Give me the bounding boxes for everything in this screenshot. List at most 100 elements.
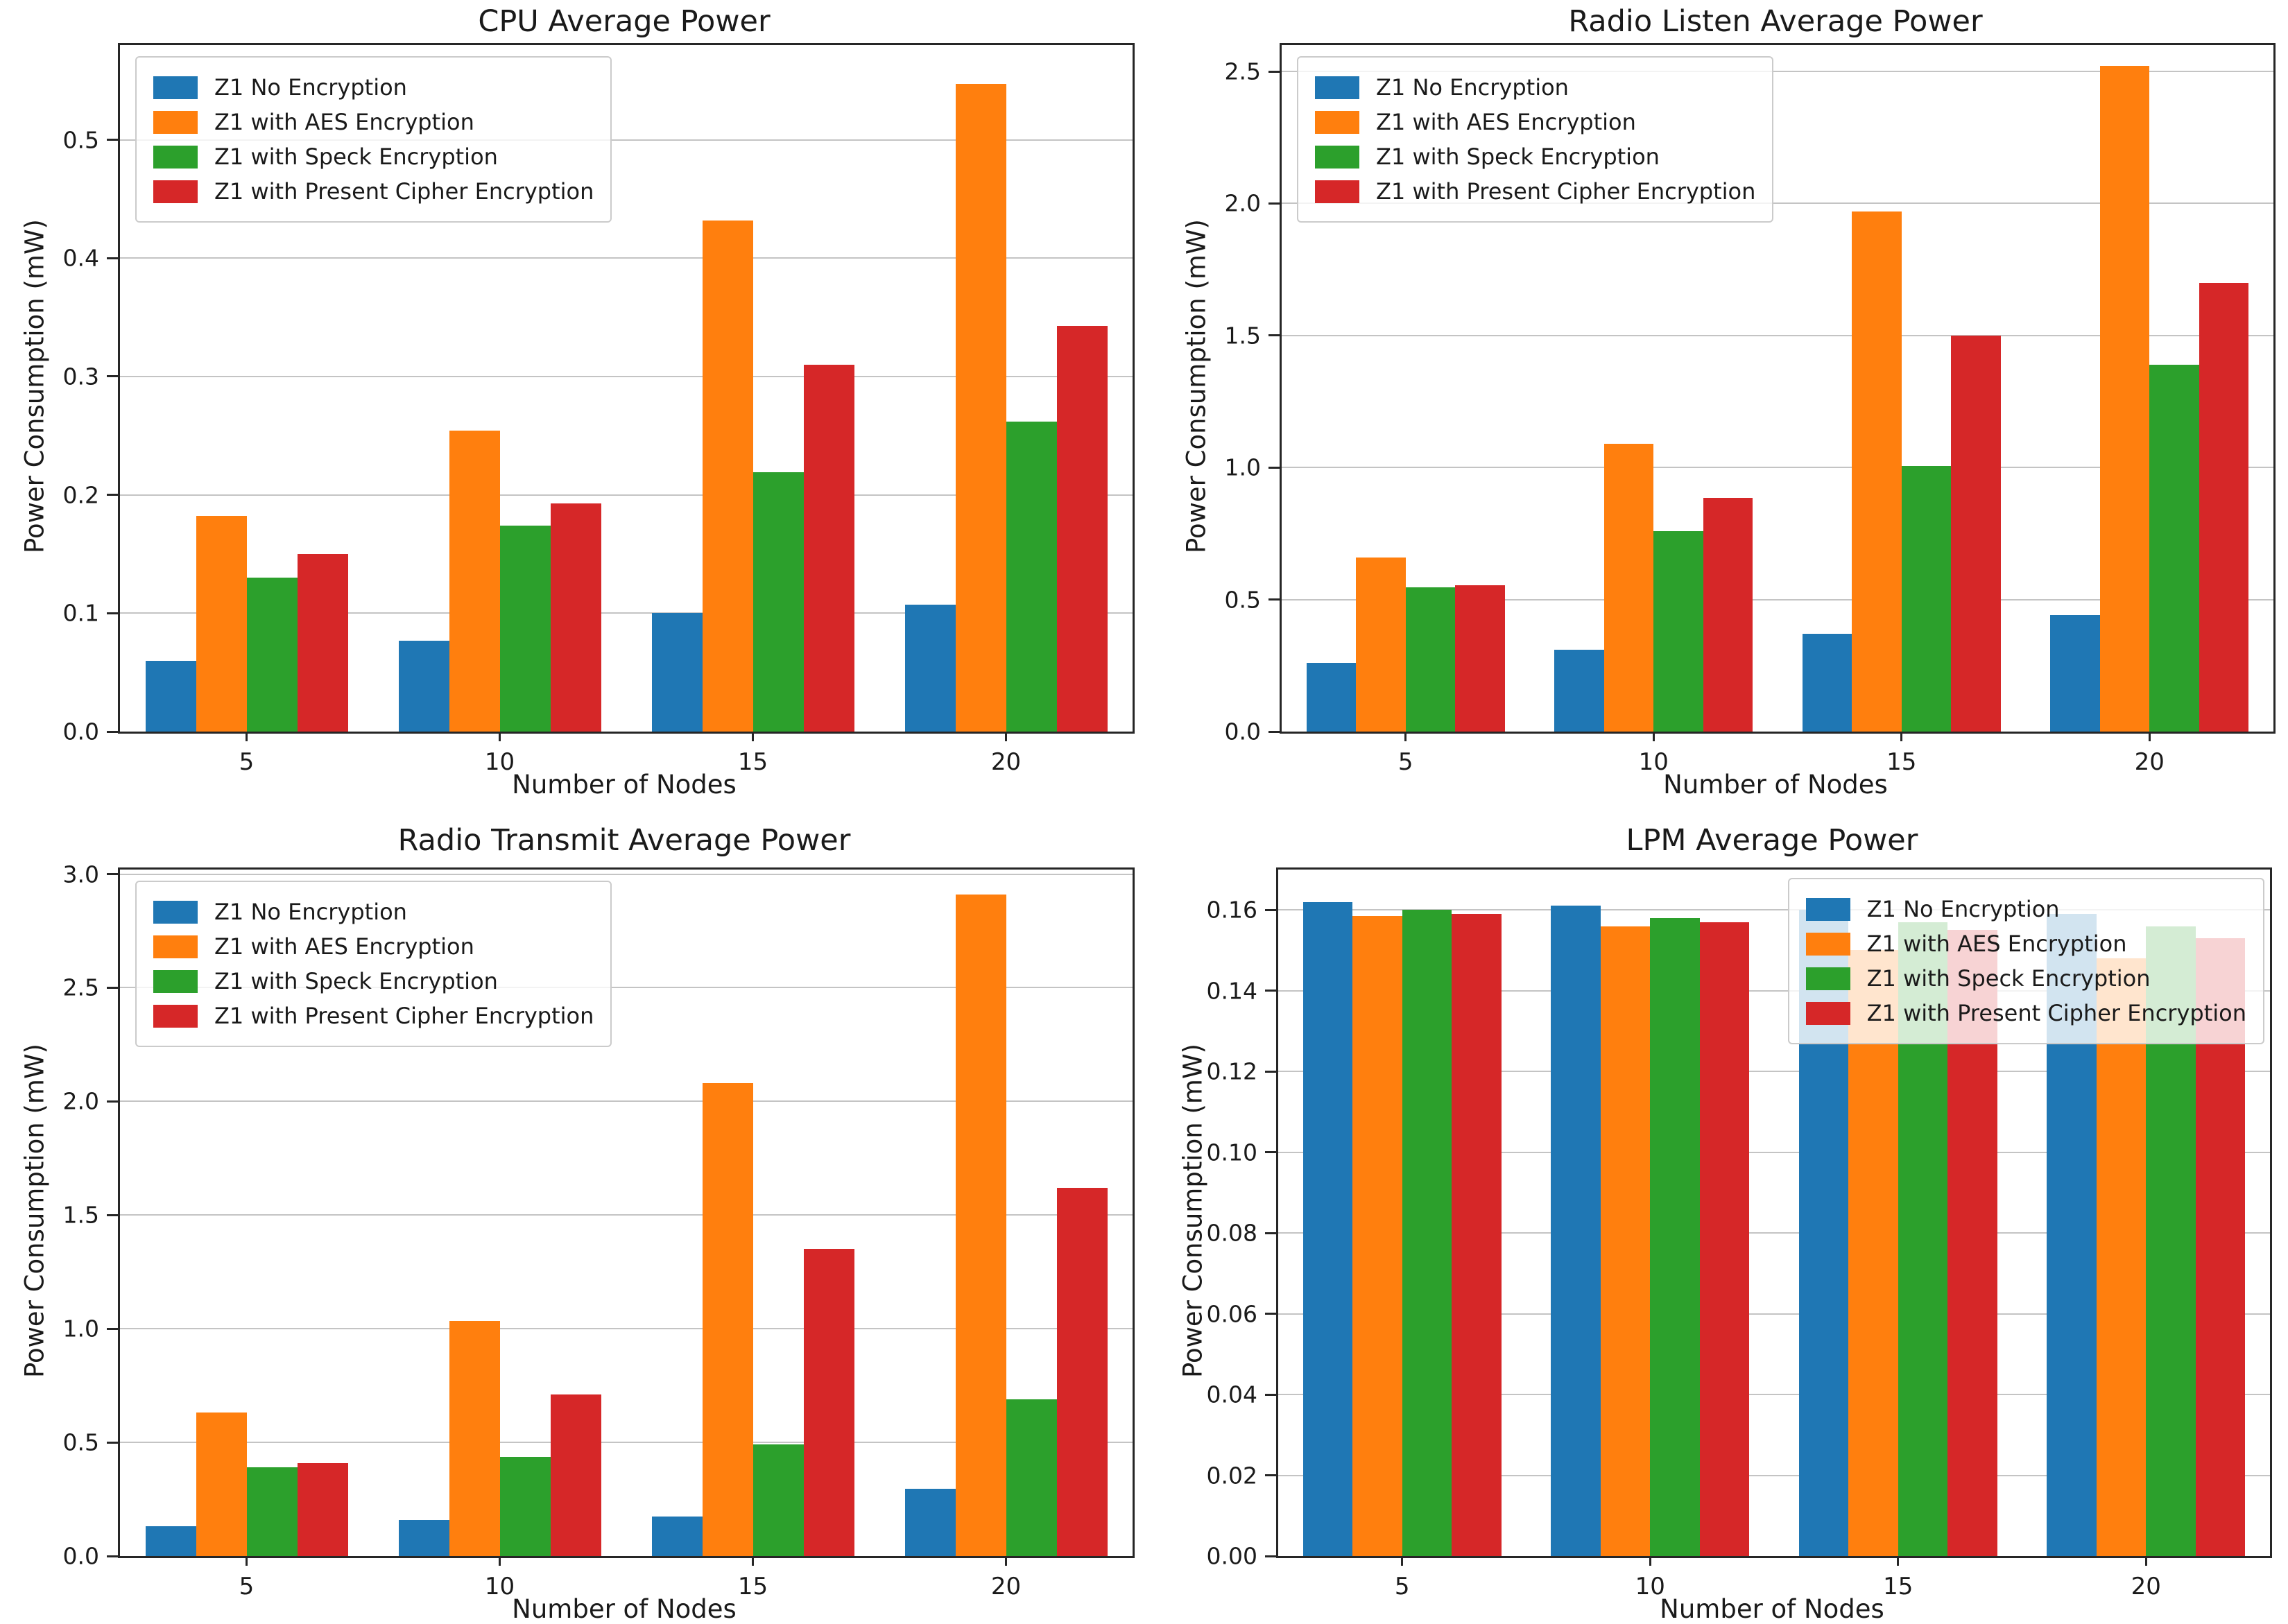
legend-label: Z1 with Speck Encryption <box>1376 144 1660 170</box>
bar-z1-with-present-cipher-encryption-nodes-15 <box>803 364 854 732</box>
bar-z1-no-encryption-nodes-10 <box>1554 649 1604 732</box>
legend: Z1 No Encryption Z1 with AES Encryption Z1… <box>1787 878 2264 1044</box>
x-tick <box>2148 732 2151 741</box>
legend-swatch-icon <box>1315 76 1359 99</box>
x-tick-label: 15 <box>1886 748 1917 776</box>
subplot-cpu-average-power: CPU Average Power Power Consumption (mW)… <box>0 0 1144 812</box>
bar-z1-with-speck-encryption-nodes-20 <box>1006 421 1057 732</box>
y-tick <box>1268 70 1280 73</box>
x-tick-label: 20 <box>990 748 1022 776</box>
bar-z1-no-encryption-nodes-10 <box>398 640 449 732</box>
y-tick <box>107 873 118 876</box>
legend-item: Z1 with AES Encryption <box>1315 109 1755 135</box>
bar-z1-with-speck-encryption-nodes-20 <box>2149 364 2199 732</box>
x-tick-label: 15 <box>1883 1573 1913 1600</box>
x-tick-label: 10 <box>1635 1573 1665 1600</box>
subplot-lpm-average-power: LPM Average Power Power Consumption (mW)… <box>1144 812 2288 1624</box>
gridline <box>120 987 1133 989</box>
bar-z1-with-aes-encryption-nodes-20 <box>2099 66 2150 732</box>
x-tick <box>1649 1556 1651 1566</box>
gridline <box>1278 909 2270 911</box>
chart-title: CPU Average Power <box>478 4 771 39</box>
x-tick <box>499 1556 501 1566</box>
x-tick <box>1897 1556 1900 1566</box>
bar-z1-with-aes-encryption-nodes-20 <box>2096 958 2147 1556</box>
y-tick <box>1265 1070 1276 1073</box>
y-tick-label: 0.14 <box>1206 977 1257 1005</box>
bar-z1-with-present-cipher-encryption-nodes-5 <box>297 1462 348 1556</box>
y-tick <box>1265 1393 1276 1396</box>
bar-z1-no-encryption-nodes-5 <box>145 1526 196 1556</box>
x-tick <box>752 1556 754 1566</box>
gridline <box>120 257 1133 259</box>
gridline <box>120 375 1133 377</box>
y-axis-label: Power Consumption (mW) <box>19 219 50 553</box>
gridline <box>1282 202 2273 205</box>
bar-z1-no-encryption-nodes-15 <box>1802 634 1852 732</box>
y-tick-label: 0.06 <box>1206 1300 1257 1328</box>
y-tick-label: 0.5 <box>62 126 99 154</box>
legend-item: Z1 No Encryption <box>153 74 594 101</box>
x-tick <box>1900 732 1903 741</box>
gridline <box>120 612 1133 614</box>
y-tick <box>1268 202 1280 205</box>
bar-z1-with-aes-encryption-nodes-15 <box>1852 211 1902 732</box>
legend-label: Z1 with Speck Encryption <box>214 144 498 170</box>
y-tick <box>1268 334 1280 337</box>
y-tick <box>1265 1232 1276 1234</box>
legend-item: Z1 with Speck Encryption <box>153 144 594 170</box>
y-tick-label: 0.2 <box>62 481 99 509</box>
x-axis-label: Number of Nodes <box>1660 1594 1884 1624</box>
legend-swatch-icon <box>153 76 198 99</box>
y-tick-label: 0.10 <box>1206 1139 1257 1166</box>
x-tick-label: 15 <box>737 1573 768 1600</box>
x-tick-label: 10 <box>1638 748 1669 776</box>
legend-item: Z1 with Present Cipher Encryption <box>1805 1000 2246 1026</box>
legend-label: Z1 with Speck Encryption <box>214 968 498 994</box>
legend-swatch-icon <box>153 969 198 993</box>
gridline <box>120 139 1133 141</box>
bar-z1-with-aes-encryption-nodes-15 <box>702 220 753 732</box>
legend-swatch-icon <box>153 145 198 169</box>
legend: Z1 No Encryption Z1 with AES Encryption Z1… <box>135 881 612 1047</box>
y-tick-label: 2.0 <box>62 1087 99 1115</box>
bar-z1-with-aes-encryption-nodes-10 <box>1603 443 1654 732</box>
x-tick-label: 10 <box>484 1573 515 1600</box>
x-tick-label: 5 <box>239 1573 255 1600</box>
legend-label: Z1 with Present Cipher Encryption <box>214 1003 594 1029</box>
y-tick <box>107 1213 118 1216</box>
chart-title: LPM Average Power <box>1626 823 1918 858</box>
legend-item: Z1 with Speck Encryption <box>1805 965 2246 992</box>
legend-label: Z1 with Present Cipher Encryption <box>214 178 594 205</box>
bar-z1-with-speck-encryption-nodes-5 <box>246 1467 298 1556</box>
bar-z1-no-encryption-nodes-20 <box>2050 615 2100 732</box>
gridline <box>1282 467 2273 469</box>
y-tick-label: 0.3 <box>62 363 99 390</box>
legend-label: Z1 No Encryption <box>1866 896 2060 922</box>
legend-swatch-icon <box>1315 180 1359 203</box>
x-axis-label: Number of Nodes <box>512 1594 737 1624</box>
bar-z1-with-speck-encryption-nodes-5 <box>246 578 298 732</box>
y-tick-label: 0.1 <box>62 599 99 627</box>
x-tick-label: 20 <box>2131 1573 2161 1600</box>
bar-z1-with-aes-encryption-nodes-10 <box>449 1320 500 1556</box>
gridline <box>1282 71 2273 73</box>
plot-area: 0.0 0.5 1.0 1.5 2.0 2.5 5 10 15 20 Z1 No Encryptio… <box>1225 43 2276 776</box>
y-tick <box>107 612 118 614</box>
y-tick-label: 2.0 <box>1224 189 1261 217</box>
legend-item: Z1 with AES Encryption <box>153 933 594 960</box>
legend-swatch-icon <box>1315 145 1359 169</box>
legend-item: Z1 No Encryption <box>153 899 594 925</box>
legend-label: Z1 No Encryption <box>214 899 407 925</box>
gridline <box>1282 334 2273 336</box>
bar-z1-with-aes-encryption-nodes-20 <box>955 84 1006 732</box>
y-tick-label: 0.4 <box>62 244 99 272</box>
y-tick <box>107 139 118 141</box>
y-tick-label: 1.0 <box>1224 453 1261 481</box>
bar-z1-with-present-cipher-encryption-nodes-10 <box>1703 498 1753 732</box>
bar-z1-with-aes-encryption-nodes-15 <box>702 1083 753 1556</box>
y-tick <box>107 257 118 259</box>
legend-swatch-icon <box>1805 932 1850 956</box>
y-tick-label: 0.0 <box>1224 718 1261 745</box>
